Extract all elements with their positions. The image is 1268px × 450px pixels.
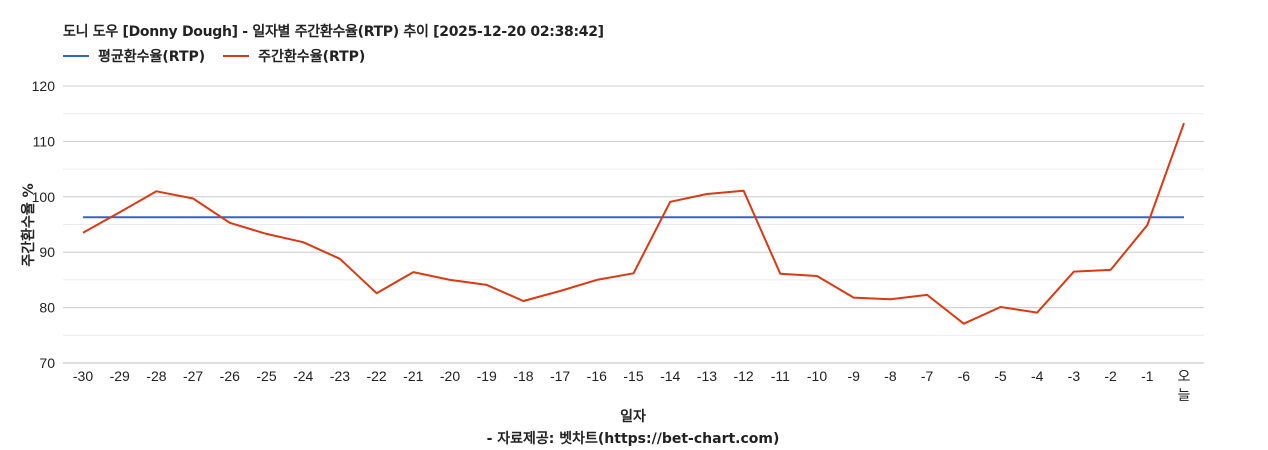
legend-label-weekly: 주간환수율(RTP) <box>258 49 366 65</box>
x-tick-label: -5 <box>994 368 1007 384</box>
legend-swatch-weekly <box>223 55 250 57</box>
x-tick-label: -18 <box>513 368 533 384</box>
x-tick-label: -1 <box>1141 368 1154 384</box>
x-tick-label: -15 <box>623 368 643 384</box>
x-tick-label: -10 <box>807 368 827 384</box>
chart-legend: 평균환수율(RTP) 주간환수율(RTP) <box>63 46 383 66</box>
x-tick-label: -14 <box>660 368 680 384</box>
x-tick-label: -12 <box>733 368 753 384</box>
x-tick-label: 늘 <box>1178 388 1191 404</box>
x-tick-label: 오 <box>1178 369 1191 385</box>
legend-swatch-average <box>63 55 89 57</box>
x-tick-label: -4 <box>1031 368 1044 384</box>
x-tick-label: -7 <box>921 368 934 384</box>
x-tick-label: -21 <box>403 368 423 384</box>
x-tick-label: -28 <box>146 368 166 384</box>
legend-label-average: 평균환수율(RTP) <box>98 49 206 65</box>
y-tick-label: 120 <box>32 78 56 94</box>
source-credit: - 자료제공: 벳차트(https://bet-chart.com) <box>486 431 780 447</box>
x-tick-label: -26 <box>220 368 240 384</box>
chart-title: 도니 도우 [Donny Dough] - 일자별 주간환수율(RTP) 추이 … <box>63 24 604 40</box>
x-tick-label: -6 <box>958 368 971 384</box>
x-tick-label: -9 <box>847 368 860 384</box>
x-tick-label: -22 <box>366 368 386 384</box>
y-tick-label: 100 <box>32 189 56 205</box>
x-tick-label: -17 <box>550 368 570 384</box>
y-tick-label: 80 <box>39 300 55 316</box>
x-axis-label: 일자 <box>620 409 646 425</box>
y-tick-label: 70 <box>39 355 55 371</box>
x-tick-label: -30 <box>73 368 93 384</box>
y-tick-label: 90 <box>39 244 55 260</box>
x-tick-label: -19 <box>477 368 497 384</box>
x-tick-label: -24 <box>293 368 313 384</box>
x-tick-label: -20 <box>440 368 460 384</box>
x-tick-label: -13 <box>697 368 717 384</box>
legend-item-average[interactable]: 평균환수율(RTP) <box>63 46 205 66</box>
y-tick-label: 110 <box>33 133 56 149</box>
x-tick-label: -2 <box>1104 368 1117 384</box>
x-tick-label: -16 <box>587 368 607 384</box>
x-tick-label: -29 <box>110 368 130 384</box>
x-tick-label: -11 <box>771 368 790 384</box>
x-tick-label: -25 <box>256 368 276 384</box>
x-tick-label: -8 <box>884 368 897 384</box>
legend-item-weekly[interactable]: 주간환수율(RTP) <box>223 46 365 66</box>
x-tick-label: -27 <box>183 368 203 384</box>
x-tick-label: -3 <box>1068 368 1081 384</box>
weekly-rtp-line[interactable] <box>82 122 1185 325</box>
x-tick-label: -23 <box>330 368 350 384</box>
